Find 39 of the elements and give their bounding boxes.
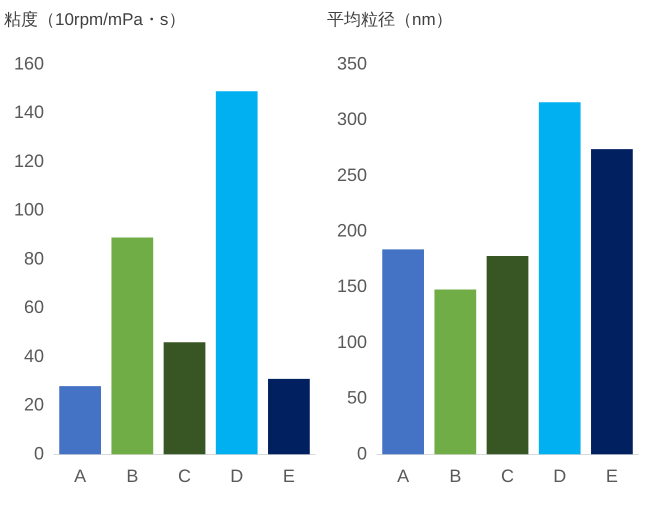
y-tick-label: 250 bbox=[336, 164, 368, 185]
x-tick-label: A bbox=[74, 466, 86, 486]
x-tick-label: C bbox=[178, 466, 192, 486]
y-tick-label: 120 bbox=[14, 150, 44, 171]
bar bbox=[486, 256, 528, 454]
chart-title: 粘度（10rpm/mPa・s） bbox=[4, 10, 186, 29]
bar bbox=[164, 342, 206, 454]
x-tick-label: B bbox=[126, 466, 138, 486]
x-tick-label: C bbox=[501, 466, 514, 486]
y-tick-label: 60 bbox=[24, 297, 44, 318]
x-tick-label: B bbox=[449, 466, 462, 486]
y-tick-label: 40 bbox=[24, 346, 44, 366]
bar bbox=[538, 102, 581, 454]
y-tick-label: 20 bbox=[24, 394, 44, 415]
bar bbox=[591, 149, 633, 454]
x-tick-label: E bbox=[282, 466, 295, 486]
bar bbox=[268, 378, 310, 454]
bar bbox=[59, 386, 102, 454]
y-tick-label: 300 bbox=[336, 109, 368, 130]
bar bbox=[382, 249, 424, 454]
y-tick-label: 200 bbox=[336, 220, 368, 241]
y-tick-label: 140 bbox=[14, 102, 44, 122]
y-tick-label: 80 bbox=[24, 248, 44, 268]
y-tick-label: 100 bbox=[14, 200, 44, 220]
x-tick-label: D bbox=[230, 466, 244, 486]
y-tick-label: 150 bbox=[336, 276, 368, 296]
x-tick-label: E bbox=[606, 466, 618, 486]
bar bbox=[216, 91, 258, 454]
y-tick-label: 50 bbox=[347, 388, 368, 408]
y-tick-label: 100 bbox=[336, 332, 368, 352]
y-tick-label: 160 bbox=[14, 53, 44, 74]
y-tick-label: 0 bbox=[357, 443, 368, 464]
bar bbox=[111, 237, 154, 454]
x-tick-label: D bbox=[553, 466, 566, 486]
y-tick-label: 0 bbox=[34, 443, 44, 464]
y-tick-label: 350 bbox=[336, 53, 368, 74]
x-tick-label: A bbox=[397, 466, 410, 486]
chart-title: 平均粒径（nm） bbox=[327, 10, 453, 29]
bar bbox=[434, 289, 476, 454]
